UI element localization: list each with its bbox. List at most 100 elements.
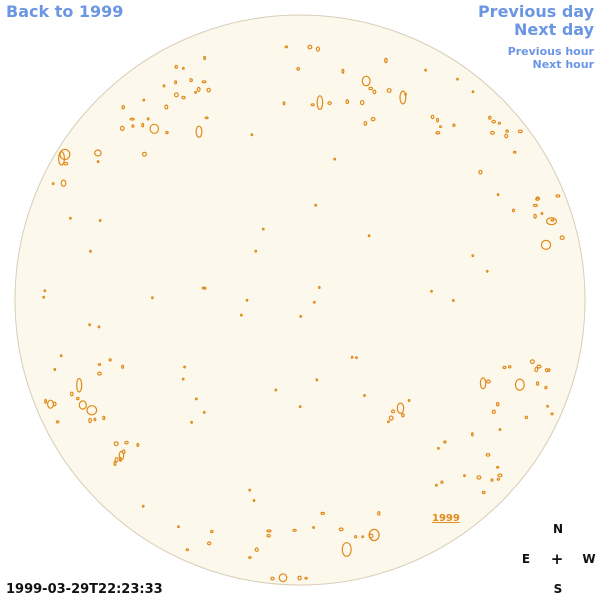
- contour-blob: [511, 208, 516, 213]
- contour-blob: [94, 149, 102, 157]
- previous-hour-link[interactable]: Previous hour: [507, 45, 594, 58]
- compass-south: S: [553, 582, 563, 596]
- contour-blob: [479, 377, 487, 390]
- contour-blob: [310, 103, 315, 107]
- contour-dot: [97, 325, 101, 329]
- contour-blob: [435, 131, 441, 135]
- contour-blob: [535, 381, 540, 386]
- contour-dot: [456, 77, 459, 81]
- contour-blob: [185, 548, 189, 552]
- contour-dot: [333, 157, 337, 161]
- contour-blob: [70, 391, 74, 397]
- contour-blob: [390, 409, 396, 414]
- contour-blob: [119, 125, 125, 131]
- contour-blob: [550, 412, 554, 416]
- contour-blob: [270, 576, 275, 581]
- contour-blob: [266, 529, 272, 533]
- contour-dot: [437, 446, 440, 450]
- contour-blob: [76, 396, 80, 401]
- contour-blob: [534, 366, 539, 373]
- contour-blob: [181, 95, 186, 100]
- contour-blob: [363, 120, 368, 126]
- contour-blob: [452, 123, 456, 128]
- compass-north: N: [552, 522, 564, 536]
- contour-blob: [535, 197, 540, 201]
- contour-dot: [363, 394, 366, 398]
- contour-dot: [485, 269, 489, 273]
- contour-blob: [504, 133, 509, 139]
- contour-blob: [496, 465, 500, 469]
- contour-blob: [124, 440, 129, 445]
- contour-blob: [164, 104, 169, 110]
- contour-blob: [292, 528, 297, 532]
- contour-dot: [424, 68, 428, 72]
- contour-dot: [96, 160, 100, 164]
- contour-blob: [559, 235, 565, 241]
- contour-blob: [491, 119, 497, 124]
- contour-blob: [517, 129, 523, 134]
- contour-dot: [141, 504, 145, 508]
- contour-blob: [399, 90, 407, 105]
- contour-blob: [174, 80, 178, 85]
- contour-blob: [439, 125, 443, 129]
- contour-blob: [485, 453, 491, 457]
- contour-blob: [149, 123, 160, 134]
- contour-blob: [121, 364, 125, 369]
- contour-blob: [173, 92, 179, 98]
- back-to-year-link[interactable]: Back to 1999: [6, 2, 124, 21]
- contour-dot: [367, 234, 371, 238]
- contour-blob: [490, 130, 495, 135]
- contour-dot: [183, 365, 187, 369]
- contour-dot: [361, 535, 365, 539]
- contour-dot: [181, 377, 185, 381]
- contour-dot: [314, 203, 318, 207]
- contour-dot: [540, 212, 544, 216]
- solar-disk: [14, 14, 586, 586]
- contour-dot: [43, 289, 47, 293]
- contour-blob: [440, 480, 444, 484]
- contour-blob: [476, 475, 482, 480]
- contour-dot: [496, 193, 500, 197]
- contour-blob: [496, 477, 500, 481]
- contour-dot: [250, 133, 254, 137]
- previous-day-link[interactable]: Previous day: [477, 2, 594, 21]
- contour-blob: [497, 121, 501, 125]
- contour-blob: [203, 55, 207, 61]
- contour-blob: [486, 379, 491, 384]
- contour-blob: [471, 432, 474, 437]
- contour-blob: [341, 542, 352, 557]
- contour-dot: [312, 300, 316, 304]
- contour-blob: [284, 45, 289, 49]
- contour-blob: [206, 87, 211, 93]
- contour-blob: [368, 533, 374, 539]
- contour-blob: [487, 115, 492, 120]
- contour-dot: [59, 354, 63, 358]
- next-hour-link[interactable]: Next hour: [532, 58, 595, 71]
- contour-dot: [315, 378, 319, 382]
- contour-blob: [320, 511, 326, 516]
- contour-blob: [113, 441, 119, 447]
- contour-dot: [407, 399, 411, 403]
- year-link[interactable]: 1999: [432, 513, 460, 524]
- contour-blob: [162, 84, 166, 88]
- contour-dot: [252, 499, 256, 503]
- contour-blob: [505, 129, 509, 133]
- contour-blob: [142, 151, 148, 157]
- contour-blob: [368, 86, 374, 91]
- next-day-link[interactable]: Next day: [514, 20, 594, 39]
- contour-dot: [203, 286, 207, 290]
- contour-blob: [88, 417, 92, 424]
- contour-dot: [298, 405, 302, 409]
- contour-dot: [42, 295, 46, 299]
- contour-blob: [136, 443, 140, 448]
- contour-blob: [396, 402, 405, 414]
- contour-blob: [78, 400, 87, 410]
- contour-blob: [278, 573, 288, 583]
- contour-blob: [529, 359, 535, 365]
- contour-blob: [129, 117, 135, 121]
- contour-dot: [317, 286, 321, 290]
- contour-blob: [86, 405, 98, 416]
- contour-blob: [481, 490, 486, 495]
- contour-blob: [194, 90, 198, 94]
- contour-blob: [55, 420, 60, 424]
